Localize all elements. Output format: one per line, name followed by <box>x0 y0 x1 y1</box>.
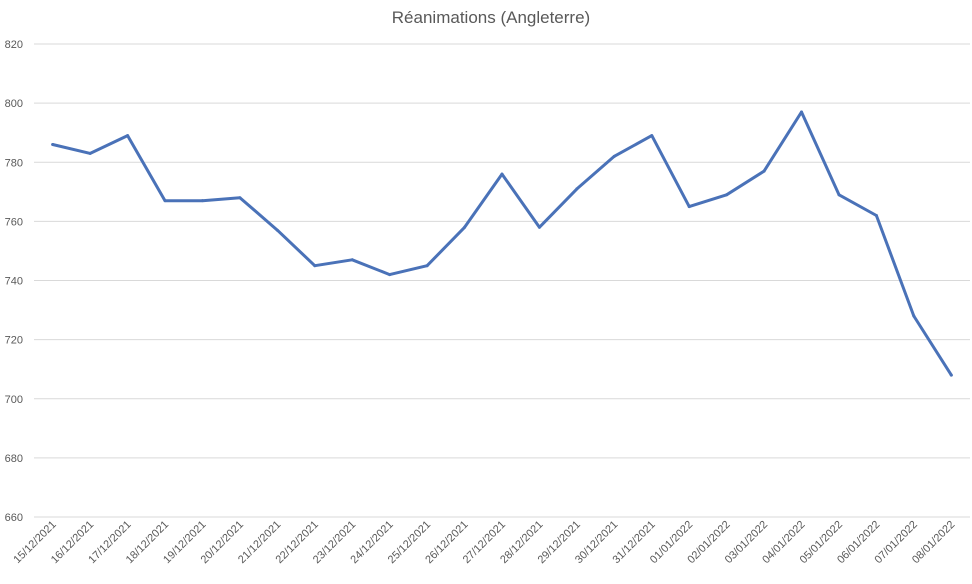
data-point <box>163 199 167 203</box>
series-line <box>51 110 953 377</box>
y-tick-label: 800 <box>5 98 23 110</box>
x-axis-ticks: 15/12/202116/12/202117/12/202118/12/2021… <box>11 519 957 566</box>
data-point <box>949 373 953 377</box>
data-point <box>313 264 317 268</box>
y-tick-label: 680 <box>5 453 23 465</box>
y-tick-label: 740 <box>5 276 23 288</box>
y-tick-label: 780 <box>5 157 23 169</box>
y-tick-label: 820 <box>5 39 23 51</box>
y-axis-ticks: 660 680 700 720 740 760 780 800 820 <box>5 39 23 524</box>
data-point <box>912 314 916 318</box>
data-point <box>350 258 354 262</box>
gridlines <box>34 43 970 518</box>
data-point <box>650 134 654 138</box>
data-point <box>425 264 429 268</box>
data-point <box>687 205 691 209</box>
y-tick-label: 760 <box>5 216 23 228</box>
data-point <box>88 151 92 155</box>
data-point <box>725 193 729 197</box>
data-point <box>126 134 130 138</box>
data-point <box>762 169 766 173</box>
data-point <box>275 228 279 232</box>
series-group <box>51 110 953 377</box>
data-point <box>800 110 804 114</box>
data-point <box>238 196 242 200</box>
data-point <box>537 225 541 229</box>
data-point <box>575 187 579 191</box>
data-point <box>463 225 467 229</box>
data-point <box>612 154 616 158</box>
data-point <box>837 193 841 197</box>
data-point <box>388 273 392 277</box>
data-point <box>200 199 204 203</box>
chart-title: Réanimations (Angleterre) <box>391 8 591 27</box>
data-point <box>51 143 55 147</box>
data-point <box>500 172 504 176</box>
y-tick-label: 660 <box>5 512 23 524</box>
y-tick-label: 700 <box>5 394 23 406</box>
y-tick-label: 720 <box>5 335 23 347</box>
data-point <box>874 213 878 217</box>
